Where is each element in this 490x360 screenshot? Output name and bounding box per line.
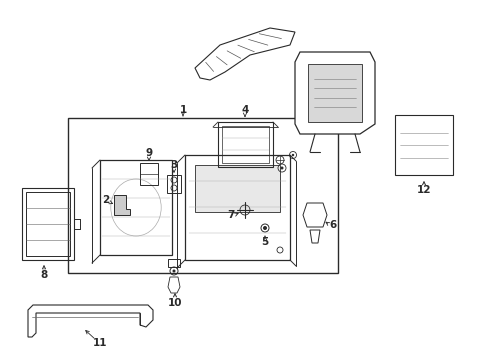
Bar bbox=[100, 160, 172, 255]
Polygon shape bbox=[310, 230, 320, 243]
Bar bbox=[140, 163, 158, 185]
Text: 12: 12 bbox=[417, 185, 431, 195]
Text: 1: 1 bbox=[179, 105, 187, 115]
Text: 2: 2 bbox=[102, 195, 110, 205]
Bar bbox=[22, 188, 74, 260]
Bar bbox=[222, 126, 269, 163]
Circle shape bbox=[292, 154, 294, 156]
Polygon shape bbox=[195, 28, 295, 80]
Polygon shape bbox=[168, 277, 180, 293]
Text: 9: 9 bbox=[146, 148, 152, 158]
Polygon shape bbox=[114, 195, 130, 215]
Text: 8: 8 bbox=[40, 270, 48, 280]
Bar bbox=[168, 259, 180, 267]
Text: 7: 7 bbox=[227, 210, 235, 220]
Polygon shape bbox=[28, 305, 153, 337]
Circle shape bbox=[280, 166, 284, 170]
Text: 3: 3 bbox=[171, 160, 178, 170]
Bar bbox=[400, 120, 448, 170]
Bar bbox=[195, 165, 280, 212]
Circle shape bbox=[172, 270, 175, 273]
Text: 11: 11 bbox=[93, 338, 107, 348]
Circle shape bbox=[263, 226, 267, 230]
Bar bbox=[185, 155, 290, 260]
Text: 5: 5 bbox=[261, 237, 269, 247]
Polygon shape bbox=[395, 115, 453, 175]
Bar bbox=[68, 118, 338, 273]
Polygon shape bbox=[303, 203, 327, 227]
Polygon shape bbox=[308, 64, 362, 122]
Text: 6: 6 bbox=[329, 220, 337, 230]
Text: 4: 4 bbox=[241, 105, 249, 115]
Text: 10: 10 bbox=[168, 298, 182, 308]
Bar bbox=[167, 175, 181, 193]
Bar bbox=[218, 122, 273, 167]
Bar bbox=[314, 70, 356, 116]
Bar bbox=[26, 192, 70, 256]
Polygon shape bbox=[295, 52, 375, 134]
